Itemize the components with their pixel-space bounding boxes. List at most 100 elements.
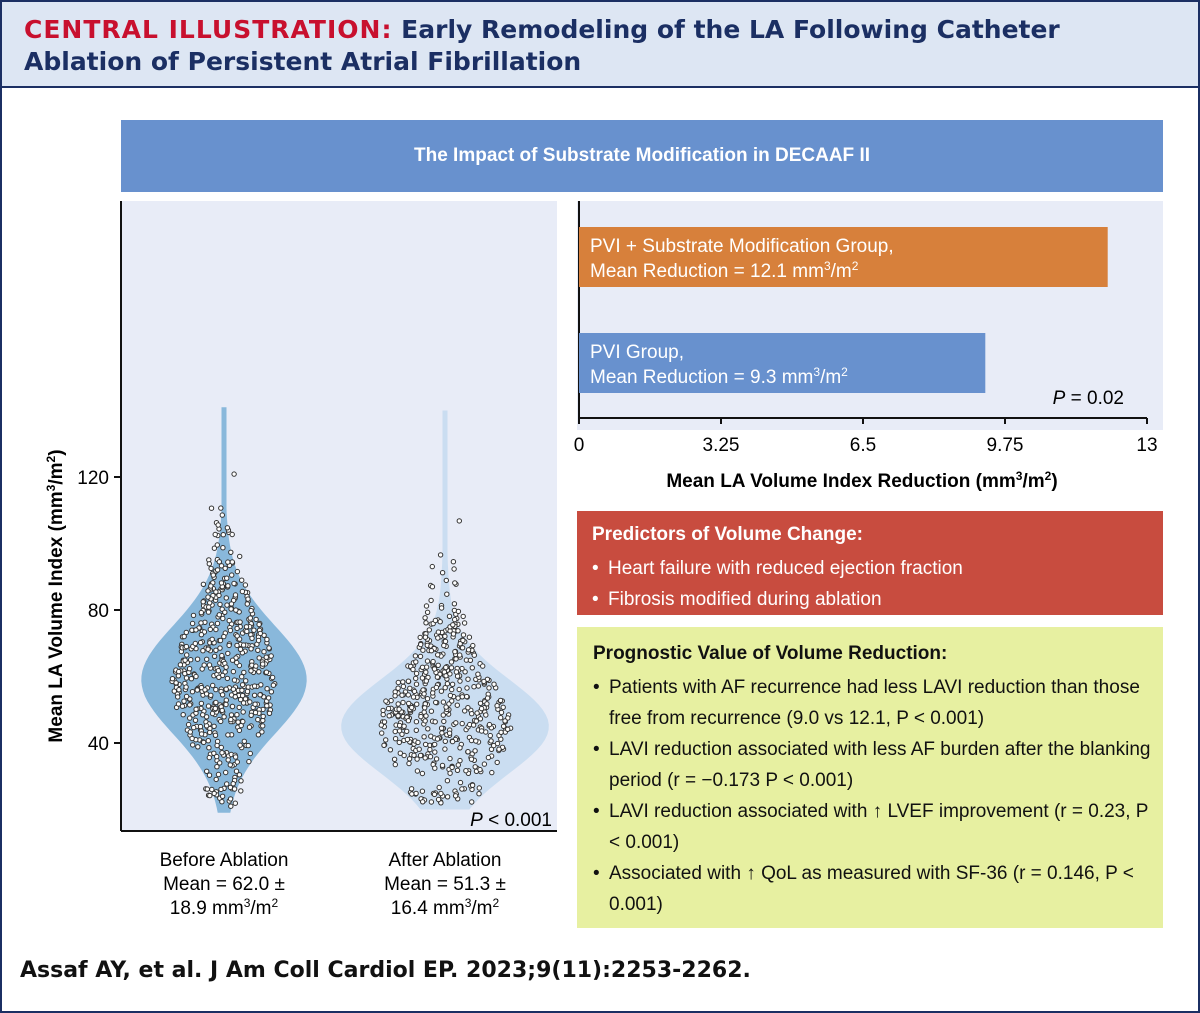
data-point bbox=[437, 619, 443, 625]
data-point bbox=[441, 718, 447, 725]
data-point bbox=[222, 565, 228, 571]
data-point bbox=[456, 686, 462, 693]
x-tick-label: 9.75 bbox=[987, 435, 1024, 456]
data-point bbox=[194, 687, 201, 693]
data-point bbox=[215, 771, 222, 778]
data-point bbox=[205, 609, 212, 615]
data-point bbox=[439, 730, 445, 736]
data-point bbox=[425, 726, 431, 732]
data-point bbox=[202, 687, 208, 693]
data-point bbox=[378, 722, 384, 728]
data-point bbox=[408, 786, 415, 792]
data-point bbox=[413, 727, 419, 733]
data-point bbox=[410, 666, 416, 673]
data-point bbox=[396, 722, 403, 729]
data-point bbox=[209, 636, 215, 642]
data-point bbox=[244, 688, 251, 695]
data-point bbox=[226, 642, 232, 649]
data-point bbox=[473, 718, 479, 724]
data-point bbox=[431, 791, 438, 798]
x-tick-label: 3.25 bbox=[703, 435, 740, 456]
data-point bbox=[256, 669, 262, 675]
data-point bbox=[217, 760, 223, 766]
data-point bbox=[442, 746, 448, 752]
data-point bbox=[264, 703, 270, 709]
data-point bbox=[460, 632, 467, 638]
data-point bbox=[460, 637, 466, 644]
data-point bbox=[400, 683, 407, 690]
data-point bbox=[198, 609, 205, 616]
data-point bbox=[244, 628, 250, 635]
bar bbox=[579, 333, 986, 393]
data-point bbox=[251, 683, 258, 689]
data-point bbox=[198, 731, 205, 737]
data-point bbox=[211, 750, 217, 756]
data-point bbox=[452, 616, 458, 623]
data-point bbox=[439, 762, 446, 769]
data-point bbox=[414, 756, 420, 762]
data-point bbox=[406, 700, 412, 707]
data-point bbox=[264, 686, 270, 692]
data-point bbox=[183, 684, 189, 690]
data-point bbox=[210, 572, 217, 578]
data-point bbox=[392, 761, 398, 768]
data-point bbox=[418, 641, 424, 648]
data-point bbox=[204, 656, 210, 662]
data-point bbox=[470, 642, 476, 649]
data-point bbox=[194, 656, 201, 662]
group-caption: Mean = 51.3 ± bbox=[384, 874, 506, 895]
data-point bbox=[208, 692, 214, 698]
data-point bbox=[176, 687, 182, 693]
data-point bbox=[494, 703, 500, 709]
data-point bbox=[220, 615, 226, 622]
data-point bbox=[481, 678, 487, 685]
data-point bbox=[462, 669, 468, 675]
data-point bbox=[481, 761, 488, 767]
data-point bbox=[440, 699, 447, 705]
data-point bbox=[214, 764, 220, 770]
predictors-box: Predictors of Volume Change: Heart failu… bbox=[577, 511, 1163, 615]
data-point bbox=[423, 678, 429, 684]
data-point bbox=[181, 633, 187, 640]
data-point bbox=[237, 619, 243, 625]
data-point bbox=[223, 686, 229, 692]
data-point bbox=[238, 788, 244, 794]
data-point bbox=[457, 779, 464, 786]
data-point bbox=[423, 713, 429, 719]
data-point bbox=[236, 727, 243, 734]
data-point bbox=[214, 542, 221, 548]
data-point bbox=[251, 627, 257, 633]
list-item: LAVI reduction associated with ↑ LVEF im… bbox=[593, 796, 1153, 858]
data-point bbox=[218, 718, 224, 725]
data-point bbox=[480, 663, 486, 669]
data-point bbox=[245, 742, 252, 749]
data-point bbox=[411, 752, 417, 758]
data-point bbox=[423, 669, 429, 675]
data-point bbox=[484, 695, 491, 701]
data-point bbox=[442, 738, 448, 744]
data-point bbox=[207, 626, 214, 633]
data-point bbox=[270, 682, 277, 688]
data-point bbox=[413, 670, 420, 677]
data-point bbox=[447, 671, 453, 677]
data-point bbox=[187, 702, 193, 708]
data-point bbox=[459, 786, 465, 792]
data-point bbox=[405, 678, 412, 684]
data-point bbox=[448, 665, 455, 671]
data-point bbox=[206, 662, 213, 668]
bar bbox=[579, 227, 1108, 287]
data-point bbox=[186, 666, 193, 672]
data-point bbox=[183, 643, 190, 650]
data-point bbox=[449, 738, 456, 745]
data-point bbox=[213, 647, 219, 653]
data-point bbox=[424, 609, 431, 615]
prognostic-box: Prognostic Value of Volume Reduction: Pa… bbox=[577, 627, 1163, 928]
data-point bbox=[246, 724, 253, 730]
data-point bbox=[224, 575, 230, 581]
data-point bbox=[179, 703, 186, 709]
data-point bbox=[256, 621, 262, 628]
group-caption: 18.9 mm3/m2 bbox=[170, 896, 279, 919]
data-point bbox=[213, 589, 219, 595]
data-point bbox=[457, 757, 463, 764]
data-point bbox=[198, 639, 204, 646]
